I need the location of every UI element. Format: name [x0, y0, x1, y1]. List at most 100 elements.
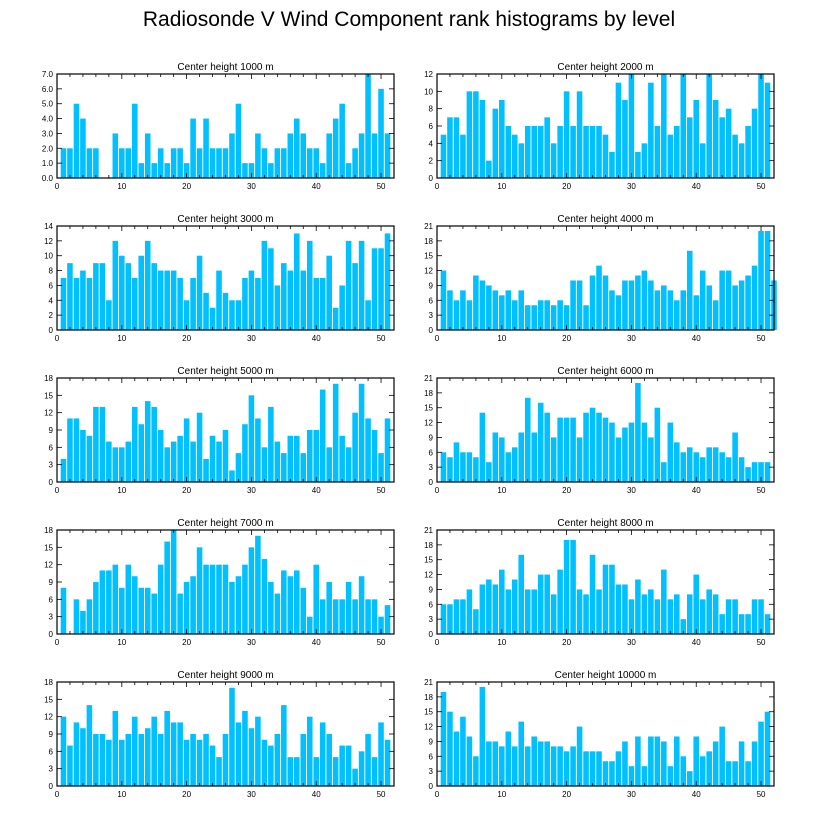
y-tick-label: 0: [429, 630, 434, 639]
histogram-bar: [440, 134, 447, 178]
histogram-bar: [326, 447, 332, 482]
histogram-bar: [725, 761, 732, 786]
histogram-bar: [281, 570, 287, 634]
histogram-bar: [596, 126, 602, 178]
histogram-bar: [622, 280, 628, 330]
histogram-bar: [699, 143, 706, 178]
histogram-bar: [332, 599, 339, 634]
histogram-bar: [596, 751, 602, 786]
histogram-bar: [563, 539, 570, 634]
histogram-bar: [268, 745, 274, 786]
histogram-bar: [339, 285, 345, 330]
panel-title: Center height 6000 m: [557, 366, 654, 377]
histogram-bar: [511, 134, 518, 178]
histogram-bar: [300, 453, 307, 482]
x-tick-label: 10: [497, 790, 506, 799]
histogram-bar: [261, 558, 268, 634]
histogram-bar: [557, 417, 563, 482]
y-tick-label: 6: [49, 281, 54, 290]
y-tick-label: 6: [429, 600, 434, 609]
histogram-bar: [281, 263, 287, 330]
histogram-bar: [268, 406, 274, 482]
x-tick-label: 50: [377, 182, 386, 191]
histogram-bar: [473, 756, 479, 786]
histogram-bar: [725, 108, 732, 178]
histogram-bar: [518, 721, 525, 786]
histogram-bar: [758, 230, 764, 330]
x-tick-label: 20: [182, 638, 191, 647]
y-tick-label: 6: [429, 448, 434, 457]
y-tick-label: 18: [44, 374, 53, 383]
histogram-bar: [203, 734, 209, 786]
histogram-bar: [365, 418, 371, 482]
histogram-bar: [93, 734, 99, 786]
histogram-bar: [216, 441, 222, 482]
histogram-bar: [563, 305, 570, 330]
histogram-bar: [596, 265, 602, 330]
histogram-plot: 0 10 20 30 40 50 0 3 6 9 12 15 18: [44, 526, 395, 647]
histogram-bar: [345, 582, 352, 634]
histogram-bar: [287, 133, 294, 178]
x-tick-label: 50: [377, 790, 386, 799]
histogram-bar: [144, 240, 151, 330]
histogram-panel: Center height 2000 m 0 10 20 30 40 50 0 2 4 6 8 10 12: [424, 62, 775, 191]
histogram-bar: [745, 126, 751, 178]
histogram-bar: [719, 452, 725, 482]
x-tick-label: 40: [692, 182, 701, 191]
histogram-bar: [157, 734, 164, 786]
histogram-bar: [751, 108, 758, 178]
x-tick-label: 0: [55, 638, 60, 647]
histogram-bar: [706, 74, 712, 178]
histogram-bar: [222, 292, 229, 330]
histogram-bar: [268, 248, 274, 330]
histogram-bar: [622, 100, 628, 178]
histogram-bar: [281, 148, 287, 178]
histogram-bar: [339, 435, 345, 482]
histogram-bar: [345, 447, 352, 482]
histogram-bar: [511, 300, 518, 330]
histogram-bar: [144, 728, 151, 786]
histogram-bar: [602, 275, 609, 330]
histogram-bar: [294, 435, 300, 482]
histogram-bar: [261, 447, 268, 482]
y-tick-label: 0: [429, 326, 434, 335]
histogram-bar: [479, 280, 486, 330]
histogram-bar: [365, 734, 371, 786]
x-tick-label: 10: [497, 182, 506, 191]
histogram-bar: [326, 133, 332, 178]
histogram-bar: [164, 447, 170, 482]
histogram-bar: [151, 593, 157, 634]
histogram-bar: [93, 582, 99, 634]
histogram-bar: [345, 240, 352, 330]
histogram-bar: [67, 418, 73, 482]
histogram-bar: [764, 711, 771, 786]
histogram-bar: [235, 103, 242, 178]
histogram-bar: [537, 741, 544, 786]
histogram-bar: [209, 564, 216, 634]
histogram-bar: [170, 441, 177, 482]
y-tick-label: 7.0: [42, 70, 54, 79]
histogram-bar: [255, 278, 261, 330]
histogram-bar: [164, 163, 170, 178]
x-tick-label: 20: [562, 334, 571, 343]
y-tick-label: 6: [429, 296, 434, 305]
histogram-bar: [505, 589, 512, 634]
histogram-bar: [693, 100, 700, 178]
histogram-bar: [680, 756, 687, 786]
histogram-bar: [466, 452, 473, 482]
histogram-bar: [518, 143, 525, 178]
histogram-panel: Center height 8000 m 0 10 20 30 40 50 0 3 6 9 12 15 1…: [424, 518, 775, 647]
histogram-bar: [371, 133, 378, 178]
histogram-bar: [602, 417, 609, 482]
y-tick-label: 6: [49, 595, 54, 604]
histogram-bar: [537, 402, 544, 482]
histogram-bar: [628, 74, 635, 178]
histogram-bar: [563, 91, 570, 178]
histogram-bar: [550, 746, 557, 786]
x-tick-label: 30: [627, 486, 636, 495]
histogram-bar: [706, 751, 712, 786]
histogram-bar: [602, 134, 609, 178]
y-tick-label: 9: [429, 585, 434, 594]
y-tick-label: 12: [44, 713, 53, 722]
